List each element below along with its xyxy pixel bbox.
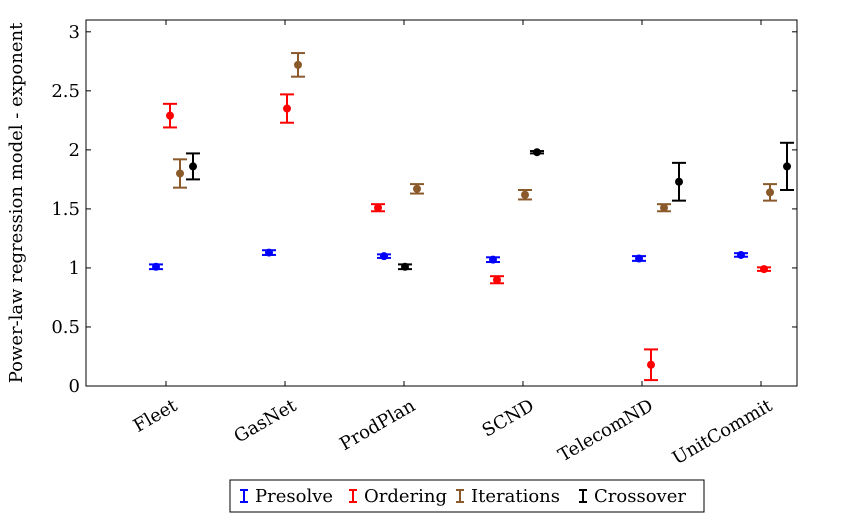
data-point: [189, 162, 197, 171]
data-point: [294, 60, 302, 69]
legend-item-presolve: Presolve: [240, 486, 333, 507]
y-axis-label: Power-law regression model - exponent: [6, 22, 27, 383]
data-point: [521, 190, 529, 199]
data-point: [166, 111, 174, 120]
y-tick-label: 2.5: [51, 81, 80, 102]
x-category-label: ProdPlan: [336, 395, 419, 455]
legend-label: Ordering: [364, 486, 447, 507]
x-category-label: UnitCommit: [669, 395, 777, 469]
series-layer: [149, 52, 794, 382]
data-point: [493, 275, 501, 284]
legend-item-ordering: Ordering: [349, 486, 447, 507]
data-point: [635, 254, 643, 263]
legend: Presolve Ordering Iterations Crossover: [229, 479, 705, 513]
legend-label: Crossover: [594, 486, 686, 507]
data-point: [737, 250, 745, 259]
data-point: [766, 188, 774, 197]
data-point: [265, 248, 273, 257]
data-point: [660, 203, 668, 212]
series-ordering: [163, 93, 771, 382]
data-point: [647, 360, 655, 369]
data-point: [783, 162, 791, 171]
data-point: [176, 169, 184, 178]
legend-box: [229, 479, 705, 513]
legend-label: Iterations: [471, 486, 560, 507]
legend-item-crossover: Crossover: [579, 486, 686, 507]
data-point: [374, 203, 382, 212]
data-point: [401, 262, 409, 271]
y-tick-label: 2: [69, 140, 80, 161]
x-category-label: Fleet: [130, 395, 182, 437]
data-point: [413, 184, 421, 193]
x-category-label: GasNet: [231, 395, 301, 448]
y-tick-label: 1: [69, 258, 80, 279]
data-point: [675, 177, 683, 186]
data-point: [533, 148, 541, 157]
series-iterations: [173, 52, 777, 213]
legend-item-iterations: Iterations: [456, 486, 560, 507]
plot-area-frame: [85, 19, 798, 387]
x-category-label: TelecomND: [555, 395, 657, 466]
x-category-label: SCND: [479, 395, 538, 441]
data-point: [489, 255, 497, 264]
data-point: [380, 252, 388, 261]
y-tick-label: 3: [69, 22, 80, 43]
y-tick-label: 0.5: [51, 317, 80, 338]
data-point: [760, 265, 768, 274]
series-presolve: [149, 248, 748, 271]
y-axis: 0 0.5 1 1.5 2 2.5 3: [51, 22, 797, 397]
y-tick-label: 1.5: [51, 199, 80, 220]
y-tick-label: 0: [69, 376, 80, 397]
x-axis: Fleet GasNet ProdPlan SCND TelecomND UnitComm…: [130, 20, 777, 469]
legend-label: Presolve: [255, 486, 333, 507]
series-crossover: [186, 141, 794, 271]
data-point: [152, 262, 160, 271]
data-point: [283, 104, 291, 113]
